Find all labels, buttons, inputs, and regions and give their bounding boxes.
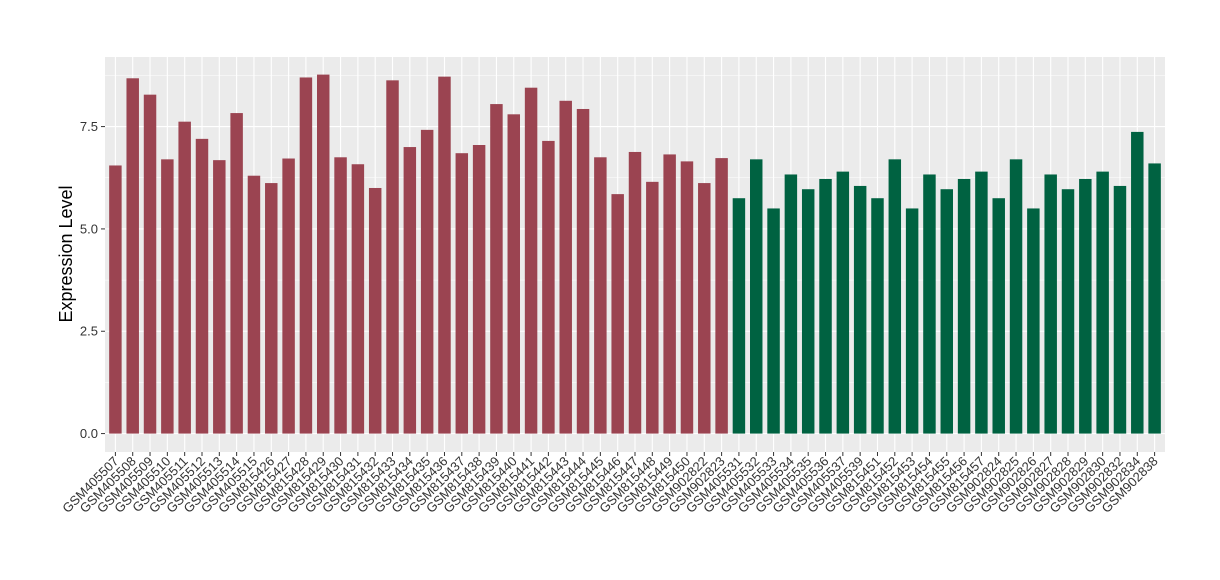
- bars: [109, 74, 1161, 434]
- bar: [784, 174, 798, 434]
- bar: [836, 171, 850, 434]
- y-tick-label: 0.0: [80, 426, 98, 441]
- bar: [507, 114, 520, 434]
- bar: [957, 178, 971, 434]
- bar: [265, 183, 278, 434]
- bar: [472, 145, 486, 434]
- y-tick-label: 2.5: [80, 324, 98, 339]
- bar: [109, 165, 122, 434]
- bar: [143, 94, 157, 434]
- bar: [663, 154, 676, 434]
- bar: [334, 157, 347, 434]
- bar: [455, 153, 469, 434]
- bar: [213, 160, 226, 434]
- bar: [368, 187, 382, 434]
- bar: [420, 129, 434, 434]
- y-tick-label: 5.0: [80, 221, 98, 236]
- bar: [126, 78, 139, 434]
- bar: [646, 181, 659, 434]
- bar: [1061, 189, 1075, 434]
- bar: [923, 174, 936, 434]
- bar: [247, 175, 261, 434]
- bar: [403, 147, 417, 434]
- x-axis: GSM405507GSM405508GSM405509GSM405510GSM4…: [59, 452, 1161, 516]
- y-axis-title: Expression Level: [56, 185, 76, 322]
- bar: [386, 80, 399, 434]
- bar: [1044, 174, 1057, 434]
- bar: [1079, 178, 1092, 434]
- bar: [888, 159, 902, 434]
- bar: [524, 87, 538, 434]
- bar: [940, 189, 953, 434]
- bar: [732, 198, 746, 434]
- bar: [594, 157, 607, 434]
- bar: [975, 171, 988, 434]
- bar: [1148, 163, 1161, 434]
- bar: [282, 158, 295, 434]
- y-tick-label: 7.5: [80, 119, 98, 134]
- bar: [611, 194, 624, 434]
- bar: [351, 164, 365, 434]
- bar: [628, 151, 642, 434]
- bar: [438, 76, 451, 434]
- bar: [1096, 171, 1109, 434]
- bar: [161, 159, 174, 434]
- bar: [178, 121, 191, 434]
- bar: [490, 104, 503, 434]
- bar: [871, 198, 884, 434]
- bar: [715, 158, 728, 434]
- bar: [680, 161, 694, 434]
- bar: [299, 77, 313, 434]
- bar: [801, 189, 815, 434]
- bar: [559, 100, 572, 434]
- bar: [905, 208, 919, 434]
- y-axis: 0.0 2.5 5.0 7.5: [80, 119, 105, 441]
- bar: [1113, 185, 1127, 434]
- bar: [750, 159, 763, 434]
- bar: [992, 198, 1005, 434]
- bar: [767, 208, 780, 434]
- bar: [819, 178, 832, 434]
- bar: [317, 74, 330, 434]
- bar: [195, 138, 209, 434]
- bar: [698, 183, 711, 434]
- bar: [542, 140, 555, 434]
- bar: [1009, 159, 1023, 434]
- bar: [1131, 131, 1144, 434]
- bar: [230, 113, 243, 434]
- bar: [576, 108, 590, 434]
- bar: [1027, 208, 1040, 434]
- bar: [853, 185, 867, 434]
